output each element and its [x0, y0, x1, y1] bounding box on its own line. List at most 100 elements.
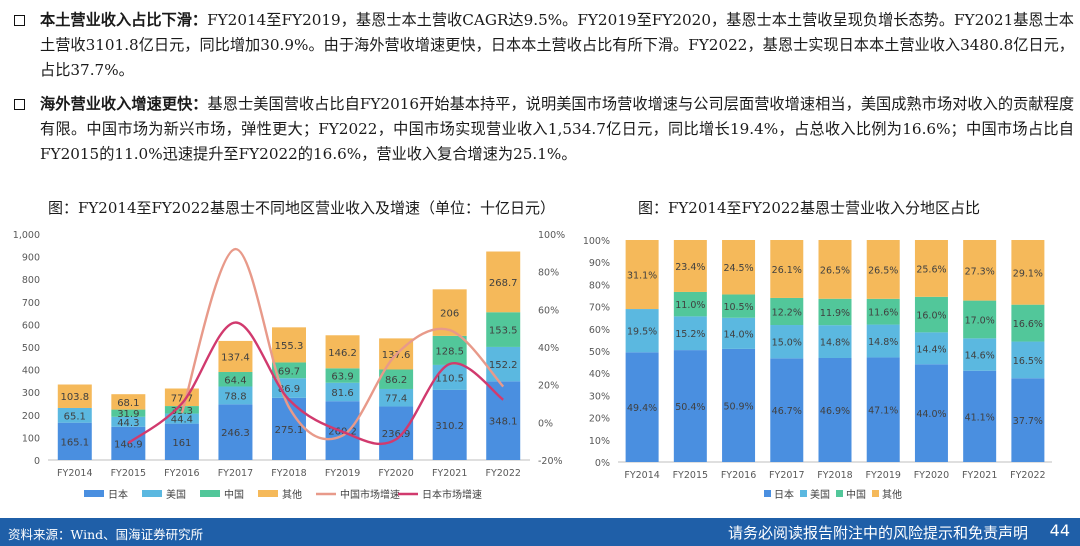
share-data-label: 11.9%: [820, 308, 850, 319]
x-axis-tick-label: FY2021: [432, 468, 467, 479]
x-axis-tick-label: FY2020: [378, 468, 413, 479]
share-segment-japan: [963, 370, 997, 462]
bullet-heading: 海外营业收入增速更快：: [40, 95, 208, 113]
legend-swatch-japan: [84, 490, 104, 497]
y-axis-tick-label: 20%: [589, 414, 610, 425]
bar-segment-japan: [486, 381, 521, 460]
legend-swatch-china: [200, 490, 220, 497]
legend-label: 中国: [224, 488, 244, 501]
x-axis-tick-label: FY2015: [111, 468, 146, 479]
bar-segment-us: [111, 416, 146, 427]
share-data-label: 49.4%: [627, 403, 657, 414]
bar-data-label: 246.3: [221, 428, 250, 439]
x-axis-tick-label: FY2014: [57, 468, 92, 479]
y-axis-tick-label: 900: [22, 253, 40, 264]
share-data-label: 15.2%: [675, 329, 705, 340]
share-segment-us: [914, 332, 948, 365]
japan-growth-line: [127, 321, 504, 445]
bar-segment-japan: [57, 422, 92, 460]
y2-axis-tick-label: 80%: [538, 268, 559, 279]
checkbox-bullet-icon: [14, 99, 25, 110]
y-axis-tick-label: 100%: [583, 236, 610, 247]
bar-data-label: 103.8: [60, 392, 89, 403]
share-segment-us: [963, 338, 997, 371]
checkbox-bullet-icon: [14, 15, 25, 26]
share-data-label: 11.0%: [675, 300, 705, 311]
share-data-label: 16.0%: [916, 311, 946, 322]
x-axis-tick-label: FY2018: [271, 468, 306, 479]
bar-segment-other: [218, 340, 253, 372]
share-data-label: 50.4%: [675, 402, 705, 413]
legend-label: 美国: [810, 488, 830, 501]
y-axis-tick-label: 10%: [589, 436, 610, 447]
share-segment-us: [722, 317, 756, 349]
y2-axis-tick-label: 60%: [538, 305, 559, 316]
bar-data-label: 69.7: [278, 366, 300, 377]
legend-label: 日本: [108, 488, 128, 501]
bullet-domestic-revenue: 本土营业收入占比下滑：FY2014至FY2019，基恩士本土营收CAGR达9.5…: [12, 8, 1074, 83]
legend-label: 日本: [774, 488, 794, 501]
x-axis-tick-label: FY2022: [485, 468, 520, 479]
bullet-overseas-revenue: 海外营业收入增速更快：基恩士美国营收占比自FY2016开始基本持平，说明美国市场…: [12, 92, 1074, 167]
share-data-label: 46.7%: [772, 406, 802, 417]
share-segment-other: [1011, 240, 1045, 305]
bar-data-label: 236.9: [382, 429, 411, 440]
bar-data-label: 153.5: [489, 326, 518, 337]
legend-label: 中国市场增速: [340, 488, 400, 501]
legend-swatch-other: [258, 490, 278, 497]
bar-data-label: 348.1: [489, 417, 518, 428]
share-segment-china: [770, 297, 804, 326]
bar-data-label: 161: [172, 438, 191, 449]
bar-data-label: 110.5: [435, 373, 464, 384]
bar-segment-china: [486, 312, 521, 347]
chart-title-regional-share: 图：FY2014至FY2022基恩士营业收入分地区占比: [638, 199, 980, 217]
share-data-label: 14.8%: [820, 338, 850, 349]
share-segment-other: [673, 240, 707, 292]
share-segment-us: [673, 316, 707, 351]
bar-segment-japan: [432, 389, 467, 460]
bar-data-label: 44.4: [171, 415, 193, 426]
share-segment-us: [625, 309, 659, 353]
bullet-body: 基恩士美国营收占比自FY2016开始基本持平，说明美国市场营收增速与公司层面营收…: [40, 95, 1075, 163]
share-segment-japan: [914, 364, 948, 462]
bar-data-label: 44.3: [117, 418, 139, 429]
x-axis-tick-label: FY2022: [1010, 470, 1045, 481]
bar-segment-china: [111, 409, 146, 417]
bar-segment-us: [486, 346, 521, 382]
bar-data-label: 86.2: [385, 375, 407, 386]
x-axis-tick-label: FY2018: [817, 470, 852, 481]
regional-share-chart: 0% 10% 20% 30% 40% 50% 60% 70% 80% 90% 100% 49.4% 19…: [583, 236, 1052, 501]
chart-title-regional-revenue: 图：FY2014至FY2022基恩士不同地区营业收入及增速（单位：十亿日元）: [48, 199, 555, 217]
bar-data-label: 65.1: [64, 411, 86, 422]
bar-segment-us: [218, 386, 253, 405]
share-data-label: 16.5%: [1013, 356, 1043, 367]
x-axis-tick-label: FY2020: [914, 470, 949, 481]
share-segment-japan: [1011, 378, 1045, 462]
share-segment-japan: [770, 358, 804, 462]
disclaimer-link[interactable]: 请务必阅读报告附注中的风险提示和免责声明: [727, 524, 1028, 542]
bar-segment-other: [111, 394, 146, 410]
y-axis-tick-label: 90%: [589, 258, 610, 269]
bar-segment-japan: [218, 404, 253, 460]
bar-segment-other: [57, 384, 92, 408]
legend-label: 美国: [166, 488, 186, 501]
share-segment-other: [625, 240, 659, 310]
share-data-label: 47.1%: [868, 406, 898, 417]
bar-data-label: 81.6: [331, 388, 353, 399]
share-segment-china: [1011, 304, 1045, 342]
bullet-heading: 本土营业收入占比下滑：: [40, 11, 208, 29]
bar-segment-other: [486, 251, 521, 313]
bar-segment-china: [432, 335, 467, 365]
share-data-label: 12.2%: [772, 307, 802, 318]
bar-data-label: 268.7: [489, 278, 518, 289]
share-segment-other: [914, 240, 948, 297]
share-segment-other: [770, 240, 804, 298]
share-segment-china: [818, 298, 852, 326]
y-axis-tick-label: 80%: [589, 280, 610, 291]
share-data-label: 10.5%: [723, 302, 753, 313]
bar-segment-us: [379, 388, 414, 407]
bar-data-label: 31.9: [117, 409, 139, 420]
y-axis-tick-label: 50%: [589, 347, 610, 358]
bar-segment-us: [432, 364, 467, 390]
share-segment-other: [818, 240, 852, 299]
